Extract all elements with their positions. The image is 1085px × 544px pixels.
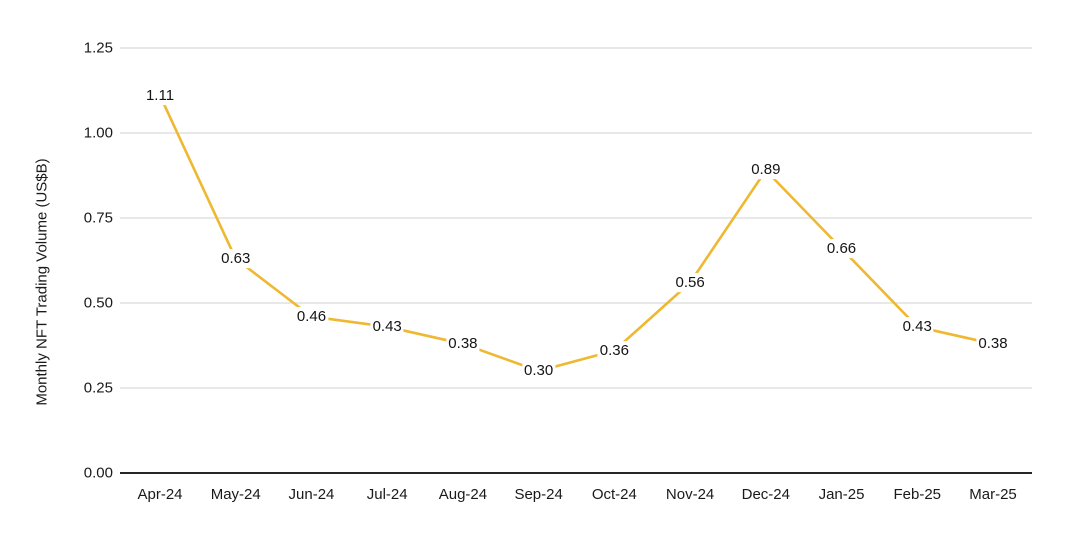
y-tick-label: 0.50: [83, 294, 113, 312]
data-point-label: 0.38: [976, 333, 1010, 353]
data-point-label: 0.43: [900, 316, 934, 336]
x-tick-label: Feb-25: [893, 486, 942, 503]
data-point-label: 0.89: [749, 160, 783, 180]
series-line: [158, 94, 995, 373]
x-tick-label: Apr-24: [137, 486, 183, 503]
y-tick-label: 1.25: [83, 39, 113, 57]
data-point-label: 0.43: [370, 316, 404, 336]
x-tick-label: Aug-24: [438, 486, 488, 503]
y-tick-label: 1.00: [83, 124, 113, 142]
x-tick-label: Oct-24: [591, 486, 637, 503]
data-point-label: 0.63: [219, 248, 253, 268]
x-tick-label: Sep-24: [514, 486, 563, 503]
x-tick-label: May-24: [210, 486, 261, 503]
y-tick-label: 0.00: [83, 464, 113, 482]
x-tick-label: Mar-25: [969, 486, 1017, 503]
x-tick-label: Jul-24: [366, 486, 408, 503]
data-point-label: 1.11: [143, 85, 177, 105]
x-tick-label: Jun-24: [288, 486, 335, 503]
y-axis-title: Monthly NFT Trading Volume (US$B): [33, 158, 51, 406]
data-point-label: 0.38: [446, 333, 480, 353]
data-point-label: 0.36: [597, 340, 631, 360]
x-tick-label: Jan-25: [818, 486, 865, 503]
y-tick-label: 0.75: [83, 209, 113, 227]
data-point-label: 0.46: [294, 306, 329, 326]
data-point-label: 0.56: [673, 272, 707, 292]
y-tick-label: 0.25: [83, 379, 113, 397]
x-tick-label: Dec-24: [741, 486, 790, 503]
x-tick-label: Nov-24: [665, 486, 715, 503]
data-point-label: 0.66: [824, 238, 859, 258]
gridlines: [120, 47, 1032, 389]
data-point-label: 0.30: [522, 361, 556, 381]
